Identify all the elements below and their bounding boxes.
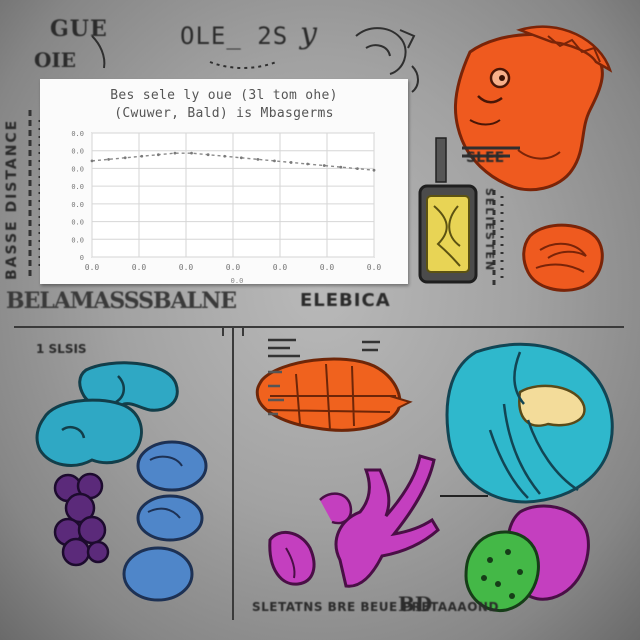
x-tick-label: 0.0 xyxy=(85,263,100,272)
series-point xyxy=(239,156,243,160)
x-tick-label: 0.0 xyxy=(320,263,335,272)
series-point xyxy=(306,162,310,166)
series-point xyxy=(356,167,359,171)
series-point xyxy=(339,165,343,169)
divider-junction xyxy=(222,326,244,336)
series-point xyxy=(256,157,260,161)
br-annotation-marks xyxy=(268,338,380,416)
bottom-left-caption: BELAMASSSBALNE xyxy=(6,288,237,314)
x-tick-label: 0.0 xyxy=(367,263,382,272)
series-line xyxy=(91,152,375,171)
bottom-right-caption: ELEBICA xyxy=(300,290,391,311)
blue-stones-drawing xyxy=(122,440,208,602)
series-point xyxy=(156,153,160,157)
orange-shell-drawing xyxy=(522,223,604,292)
yellow-device-drawing xyxy=(418,137,478,284)
series-point xyxy=(107,157,110,161)
top-left-scribble: GUE xyxy=(50,16,108,42)
series-point xyxy=(273,159,276,163)
x-tick-label: 0.0 xyxy=(179,263,194,272)
series-point xyxy=(140,154,144,158)
top-center-scribble: OLE_ 2S xyxy=(180,22,289,50)
panel-br-footer: SLETATNS BRE BEUE PRETAAAOND xyxy=(252,600,499,614)
horizontal-divider xyxy=(14,326,624,328)
y-tick-label: 0.0 xyxy=(71,201,84,209)
line-chart: 0.00.00.00.00.00.00.000.0 0.0 0.0 0.0 0.0 0.0… xyxy=(71,130,382,284)
chart-title-line-1: Bes sele ly oue (3l tom ohe) xyxy=(110,88,338,103)
series-point xyxy=(206,153,210,157)
teal-blob-drawing xyxy=(35,361,179,467)
series-point xyxy=(322,164,326,167)
top-right-glyph: y xyxy=(300,16,317,51)
right-column-marks xyxy=(492,190,504,286)
x-tick-label: 0.0 xyxy=(273,263,288,272)
purple-grapes-drawing xyxy=(53,472,110,567)
x-axis-label: 0.0 xyxy=(231,277,244,284)
green-seed-drawing xyxy=(464,530,540,613)
y-tick-label: 0.0 xyxy=(71,130,84,138)
y-tick-label: 0 xyxy=(80,254,84,262)
y-tick-label: 0.0 xyxy=(71,148,84,156)
left-column-text: BASSE DISTANCE xyxy=(4,118,20,280)
chart-card: Bes sele ly oue (3l tom ohe) (Cwuwer, Ba… xyxy=(40,79,408,284)
top-sketch-scribbles xyxy=(91,27,520,158)
chart-title-line-2: (Cwuwer, Bald) is Mbasgerms xyxy=(114,106,334,121)
vertical-divider xyxy=(232,328,234,620)
y-tick-label: 0.0 xyxy=(71,236,84,244)
x-tick-label: 0.0 xyxy=(226,263,241,272)
top-left-side-text: OIE xyxy=(34,48,77,72)
series-point xyxy=(223,154,227,158)
series-point xyxy=(289,161,293,164)
y-tick-label: 0.0 xyxy=(71,165,84,173)
orange-turtle-shell-drawing xyxy=(255,357,413,432)
series-point xyxy=(90,159,94,163)
magenta-coral-drawing xyxy=(268,454,440,588)
panel-br-footer-end: BD xyxy=(398,592,433,616)
y-tick-label: 0.0 xyxy=(71,183,84,191)
x-tick-label: 0.0 xyxy=(132,263,147,272)
teal-jellyfish-bubble-drawing xyxy=(440,342,614,504)
left-column-marks xyxy=(28,110,42,280)
series-point xyxy=(123,156,127,160)
chart-title: Bes sele ly oue (3l tom ohe) (Cwuwer, Ba… xyxy=(40,87,408,123)
orange-fish-head-drawing xyxy=(454,25,613,192)
series-point xyxy=(372,168,376,172)
right-column-text: SELIESTEN xyxy=(483,188,496,273)
panel-bl-label: 1 SLSIS xyxy=(36,342,87,356)
series-point xyxy=(190,151,193,155)
y-tick-label: 0.0 xyxy=(71,219,84,227)
right-small-text: SLEE xyxy=(466,150,505,166)
series-point xyxy=(173,151,177,155)
